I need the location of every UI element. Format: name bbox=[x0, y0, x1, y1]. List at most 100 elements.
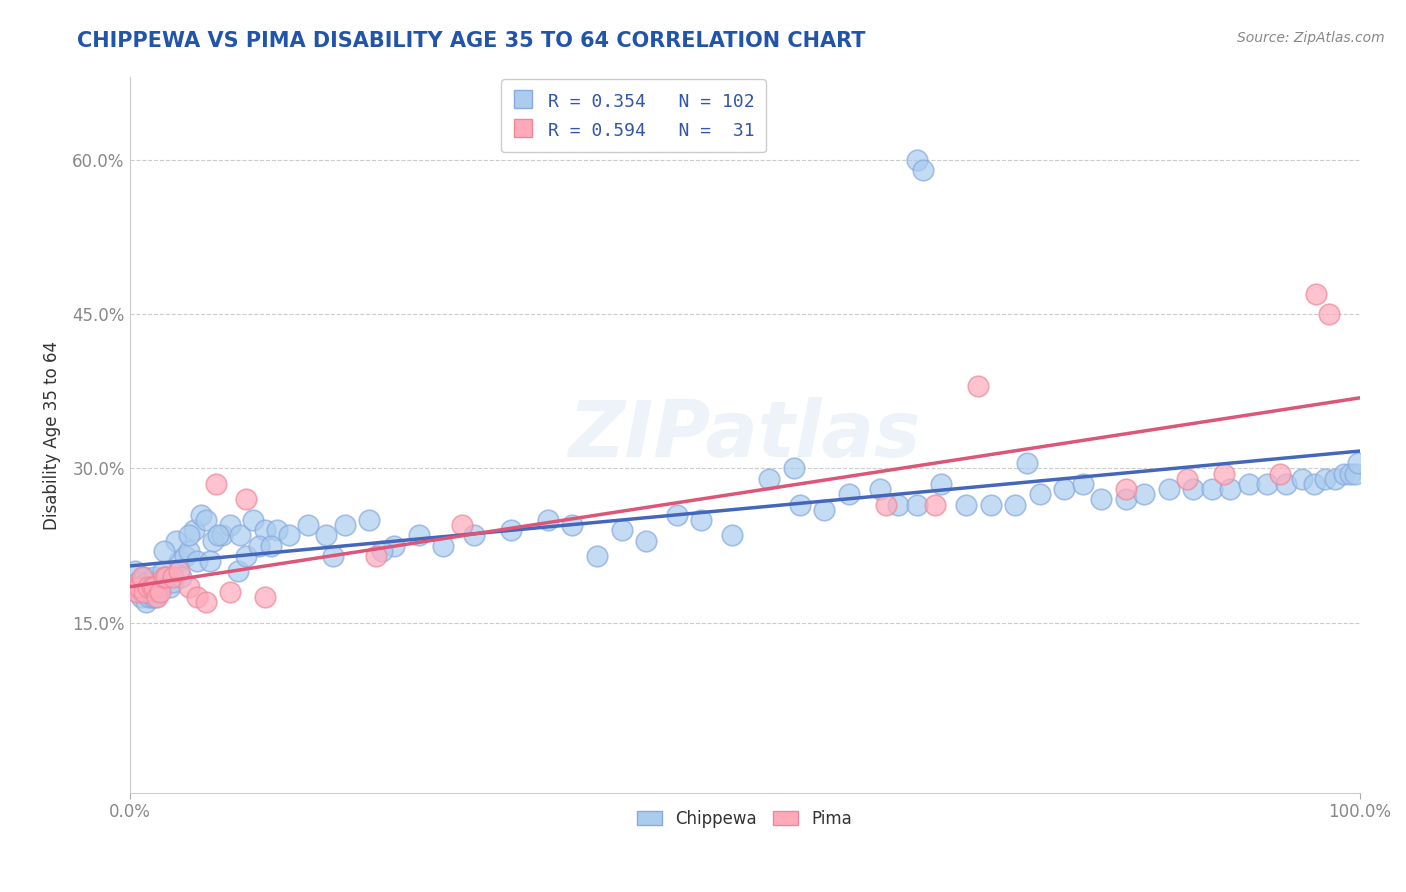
Point bbox=[1313, 472, 1336, 486]
Point bbox=[1219, 482, 1241, 496]
Point bbox=[124, 580, 146, 594]
Point bbox=[131, 585, 153, 599]
Point bbox=[1305, 286, 1327, 301]
Point bbox=[980, 498, 1002, 512]
Point bbox=[1333, 467, 1355, 481]
Point bbox=[278, 528, 301, 542]
Point bbox=[1343, 467, 1365, 481]
Point bbox=[537, 513, 560, 527]
Point bbox=[636, 533, 658, 548]
Point bbox=[905, 153, 928, 167]
Point bbox=[758, 472, 780, 486]
Point bbox=[162, 569, 184, 583]
Point bbox=[155, 569, 177, 583]
Point bbox=[229, 528, 252, 542]
Legend: Chippewa, Pima: Chippewa, Pima bbox=[630, 803, 859, 834]
Point bbox=[1237, 477, 1260, 491]
Point bbox=[177, 580, 200, 594]
Point bbox=[198, 554, 221, 568]
Point bbox=[1339, 467, 1361, 481]
Point bbox=[145, 590, 167, 604]
Point bbox=[260, 539, 283, 553]
Y-axis label: Disability Age 35 to 64: Disability Age 35 to 64 bbox=[44, 341, 60, 530]
Point bbox=[783, 461, 806, 475]
Point bbox=[190, 508, 212, 522]
Point bbox=[1004, 498, 1026, 512]
Point bbox=[159, 580, 181, 594]
Point bbox=[1071, 477, 1094, 491]
Point bbox=[333, 518, 356, 533]
Point bbox=[408, 528, 430, 542]
Text: ZIPatlas: ZIPatlas bbox=[568, 397, 921, 473]
Point bbox=[1317, 307, 1340, 321]
Point bbox=[204, 477, 226, 491]
Point bbox=[194, 513, 217, 527]
Point bbox=[586, 549, 609, 563]
Point bbox=[924, 498, 946, 512]
Text: CHIPPEWA VS PIMA DISABILITY AGE 35 TO 64 CORRELATION CHART: CHIPPEWA VS PIMA DISABILITY AGE 35 TO 64… bbox=[77, 31, 866, 51]
Point bbox=[194, 595, 217, 609]
Point bbox=[789, 498, 811, 512]
Point bbox=[247, 539, 270, 553]
Point bbox=[177, 544, 200, 558]
Point bbox=[167, 554, 190, 568]
Point bbox=[463, 528, 485, 542]
Point bbox=[499, 523, 522, 537]
Point bbox=[165, 533, 187, 548]
Point bbox=[139, 580, 162, 594]
Point bbox=[134, 585, 156, 599]
Point bbox=[359, 513, 381, 527]
Point bbox=[207, 528, 229, 542]
Point bbox=[125, 580, 148, 594]
Point bbox=[911, 163, 934, 178]
Point bbox=[145, 580, 167, 594]
Point bbox=[266, 523, 288, 537]
Point bbox=[183, 523, 205, 537]
Point bbox=[561, 518, 583, 533]
Point bbox=[132, 585, 155, 599]
Point bbox=[186, 554, 208, 568]
Point bbox=[162, 574, 184, 589]
Point bbox=[142, 590, 165, 604]
Point bbox=[322, 549, 344, 563]
Point bbox=[153, 569, 176, 583]
Point bbox=[153, 544, 176, 558]
Point bbox=[1115, 482, 1137, 496]
Point bbox=[1347, 456, 1369, 470]
Point bbox=[297, 518, 319, 533]
Point bbox=[125, 585, 148, 599]
Point bbox=[690, 513, 713, 527]
Point bbox=[967, 379, 990, 393]
Point bbox=[364, 549, 387, 563]
Point bbox=[253, 523, 276, 537]
Point bbox=[149, 580, 172, 594]
Point bbox=[242, 513, 264, 527]
Point bbox=[813, 502, 835, 516]
Point bbox=[135, 595, 157, 609]
Point bbox=[1017, 456, 1039, 470]
Point bbox=[131, 569, 153, 583]
Point bbox=[432, 539, 454, 553]
Point bbox=[145, 590, 167, 604]
Point bbox=[1028, 487, 1050, 501]
Point bbox=[315, 528, 337, 542]
Point bbox=[1115, 492, 1137, 507]
Point bbox=[174, 549, 197, 563]
Point bbox=[211, 528, 233, 542]
Point bbox=[665, 508, 688, 522]
Point bbox=[235, 492, 257, 507]
Point bbox=[143, 569, 166, 583]
Point bbox=[155, 569, 177, 583]
Point bbox=[202, 533, 225, 548]
Point bbox=[838, 487, 860, 501]
Point bbox=[610, 523, 633, 537]
Point bbox=[1213, 467, 1236, 481]
Point bbox=[219, 518, 242, 533]
Point bbox=[955, 498, 977, 512]
Point bbox=[129, 590, 152, 604]
Point bbox=[219, 585, 242, 599]
Point bbox=[135, 574, 157, 589]
Point bbox=[1053, 482, 1076, 496]
Point bbox=[149, 585, 172, 599]
Point bbox=[138, 590, 160, 604]
